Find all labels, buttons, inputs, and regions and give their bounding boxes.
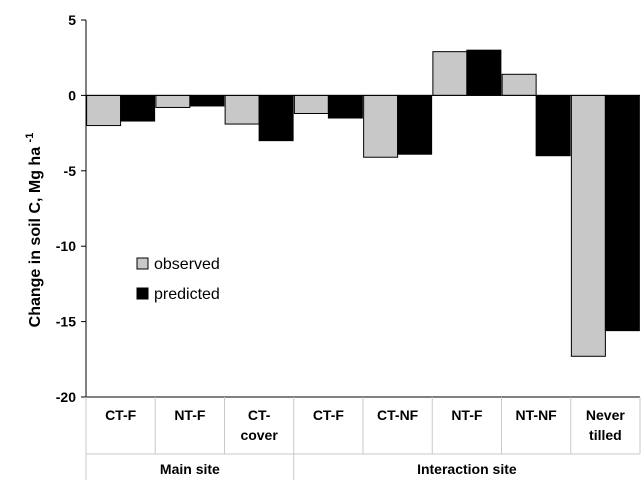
x-tick-label: NT-NF: [516, 407, 558, 423]
bar-predicted: [327, 94, 363, 119]
bar-predicted: [397, 94, 433, 155]
bar-observed: [293, 94, 329, 114]
bar-observed: [86, 94, 122, 127]
legend-label-predicted: predicted: [154, 286, 220, 303]
x-tick-label: NT-F: [451, 407, 483, 423]
bar-observed: [363, 94, 399, 158]
legend-swatch-predicted: [136, 287, 149, 300]
legend-swatch-observed: [136, 257, 149, 270]
y-tick-label: 0: [68, 87, 76, 103]
y-tick-label: -5: [64, 163, 77, 179]
bar-observed: [501, 73, 537, 96]
bar-predicted: [604, 94, 640, 332]
bar-predicted: [535, 94, 571, 157]
y-tick-label: -20: [56, 389, 76, 405]
x-tick-label: CT-: [248, 407, 271, 423]
bar-observed: [155, 94, 191, 108]
x-tick-label: tilled: [589, 427, 622, 443]
plot-area: 5 0 -5 -10 -15 -20 CT-F NT-F CT-cover CT-F CT-NF NT…: [56, 12, 641, 480]
x-tick-label: CT-F: [105, 407, 137, 423]
bar-observed: [224, 94, 260, 125]
bar-predicted: [120, 94, 156, 122]
svg-text:Change in soil C, Mg ha: Change in soil C, Mg ha -1: [24, 133, 44, 328]
bar-predicted: [189, 94, 225, 107]
y-axis-label-text: Change in soil C, Mg ha: [27, 147, 44, 328]
x-tick-label: CT-F: [313, 407, 345, 423]
group-label: Interaction site: [417, 461, 517, 477]
bar-predicted: [466, 49, 502, 96]
y-tick-label: -15: [56, 314, 76, 330]
y-tick-label: 5: [68, 12, 76, 28]
y-tick-label: -10: [56, 238, 76, 254]
bar-observed: [570, 94, 606, 357]
legend-label-observed: observed: [154, 256, 220, 273]
y-axis-label-superscript: -1: [24, 133, 36, 143]
x-tick-label: Never: [586, 407, 625, 423]
legend: observed predicted: [136, 256, 220, 303]
bar-predicted: [258, 94, 294, 142]
x-tick-label: CT-NF: [377, 407, 419, 423]
bar-observed: [432, 51, 468, 96]
x-tick-label: cover: [240, 427, 278, 443]
y-axis-label: Change in soil C, Mg ha -1: [24, 133, 44, 328]
x-tick-label: NT-F: [174, 407, 206, 423]
group-label: Main site: [160, 461, 220, 477]
